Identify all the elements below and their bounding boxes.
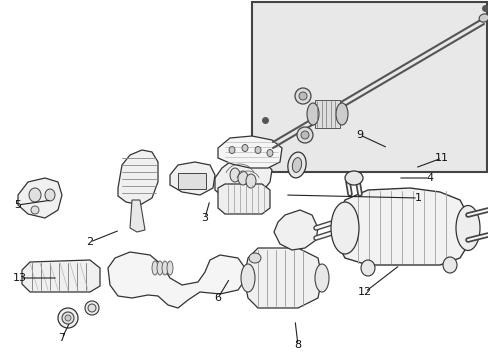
Ellipse shape bbox=[157, 261, 163, 275]
Polygon shape bbox=[130, 200, 145, 232]
Ellipse shape bbox=[306, 103, 318, 125]
Text: 2: 2 bbox=[86, 237, 93, 247]
Polygon shape bbox=[218, 184, 269, 214]
Polygon shape bbox=[108, 252, 244, 308]
Polygon shape bbox=[314, 100, 339, 128]
Text: 1: 1 bbox=[414, 193, 421, 203]
Ellipse shape bbox=[266, 149, 272, 157]
Ellipse shape bbox=[85, 301, 99, 315]
Ellipse shape bbox=[88, 304, 96, 312]
Ellipse shape bbox=[45, 189, 55, 201]
Ellipse shape bbox=[238, 171, 247, 185]
Ellipse shape bbox=[65, 315, 71, 321]
Polygon shape bbox=[170, 162, 215, 195]
Ellipse shape bbox=[287, 152, 305, 178]
Text: 13: 13 bbox=[13, 273, 27, 283]
Ellipse shape bbox=[248, 253, 261, 263]
Text: 5: 5 bbox=[15, 200, 21, 210]
Ellipse shape bbox=[478, 14, 488, 22]
Text: 8: 8 bbox=[294, 340, 301, 350]
Ellipse shape bbox=[455, 206, 479, 251]
Ellipse shape bbox=[301, 131, 308, 139]
Ellipse shape bbox=[29, 188, 41, 202]
Text: 9: 9 bbox=[356, 130, 363, 140]
Polygon shape bbox=[244, 248, 321, 308]
Ellipse shape bbox=[298, 92, 306, 100]
Polygon shape bbox=[215, 158, 271, 200]
Ellipse shape bbox=[167, 261, 173, 275]
Text: 6: 6 bbox=[214, 293, 221, 303]
Ellipse shape bbox=[442, 257, 456, 273]
Ellipse shape bbox=[228, 147, 235, 153]
Text: 3: 3 bbox=[201, 213, 208, 223]
Polygon shape bbox=[218, 136, 282, 168]
Ellipse shape bbox=[292, 158, 301, 172]
Polygon shape bbox=[273, 210, 317, 250]
Text: 4: 4 bbox=[426, 173, 433, 183]
Bar bbox=[251, 2, 486, 172]
Polygon shape bbox=[118, 150, 158, 205]
Text: 12: 12 bbox=[357, 287, 371, 297]
Ellipse shape bbox=[229, 168, 240, 182]
Polygon shape bbox=[22, 260, 100, 292]
Ellipse shape bbox=[162, 261, 168, 275]
Polygon shape bbox=[18, 178, 62, 218]
Ellipse shape bbox=[58, 308, 78, 328]
Ellipse shape bbox=[254, 147, 261, 153]
Ellipse shape bbox=[296, 127, 312, 143]
Ellipse shape bbox=[245, 174, 256, 188]
Ellipse shape bbox=[31, 206, 39, 214]
Ellipse shape bbox=[335, 103, 347, 125]
Ellipse shape bbox=[360, 260, 374, 276]
Ellipse shape bbox=[62, 312, 74, 324]
Ellipse shape bbox=[241, 264, 254, 292]
Ellipse shape bbox=[242, 144, 247, 152]
Polygon shape bbox=[337, 188, 467, 265]
Text: 11: 11 bbox=[434, 153, 448, 163]
Text: 7: 7 bbox=[59, 333, 65, 343]
Ellipse shape bbox=[330, 202, 358, 254]
Ellipse shape bbox=[314, 264, 328, 292]
Ellipse shape bbox=[345, 171, 362, 185]
Ellipse shape bbox=[152, 261, 158, 275]
Bar bbox=[178, 173, 205, 189]
Ellipse shape bbox=[294, 88, 310, 104]
